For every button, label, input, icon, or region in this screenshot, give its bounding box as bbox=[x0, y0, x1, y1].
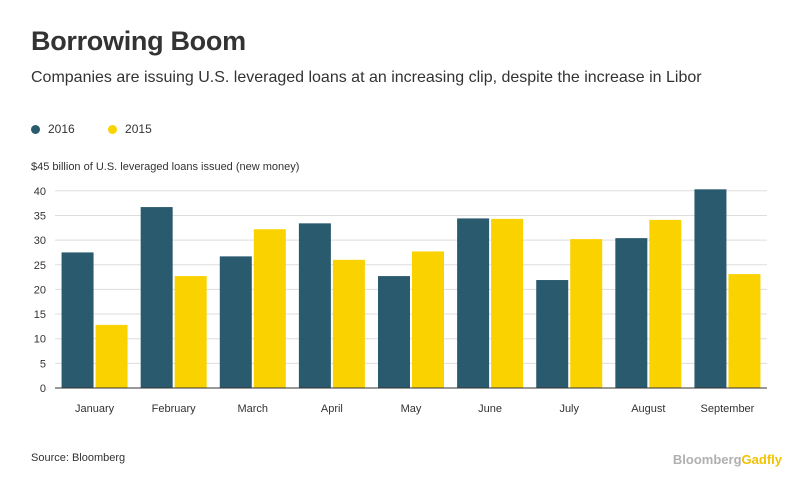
bars bbox=[61, 189, 761, 388]
bar-2015-july bbox=[570, 239, 603, 388]
legend-swatch-2016 bbox=[31, 124, 40, 134]
y-tick-label: 35 bbox=[34, 210, 46, 222]
bar-2015-june bbox=[491, 218, 524, 388]
bar-2016-february bbox=[140, 207, 173, 388]
bar-2015-september bbox=[728, 274, 761, 388]
y-tick-label: 20 bbox=[34, 284, 46, 296]
legend-label-2015: 2015 bbox=[125, 122, 152, 136]
x-tick-label: August bbox=[631, 403, 665, 415]
brand-logo: BloombergGadfly bbox=[673, 452, 782, 467]
y-tick-label: 5 bbox=[40, 358, 46, 370]
bar-2016-april bbox=[298, 223, 331, 388]
bar-2015-february bbox=[174, 276, 207, 388]
bar-2015-august bbox=[649, 219, 682, 388]
y-tick-label: 10 bbox=[34, 334, 46, 346]
x-tick-label: July bbox=[559, 403, 579, 415]
bar-2015-january bbox=[95, 324, 128, 388]
y-tick-label: 40 bbox=[34, 186, 46, 198]
y-axis-label-suffix: billion of U.S. leveraged loans issued (… bbox=[52, 161, 299, 173]
legend-label-2016: 2016 bbox=[48, 122, 75, 136]
bar-2016-march bbox=[219, 256, 252, 388]
x-tick-label: June bbox=[478, 403, 502, 415]
bar-2016-may bbox=[378, 276, 410, 388]
legend: 2016 2015 bbox=[31, 122, 182, 137]
x-tick-label: April bbox=[321, 403, 343, 415]
y-axis-ticks: 0 5 10 15 20 25 30 35 40 bbox=[34, 186, 46, 395]
legend-item-2015: 2015 bbox=[108, 122, 152, 136]
bar-2015-may bbox=[412, 251, 444, 388]
bar-2016-july bbox=[536, 280, 569, 388]
y-axis-label-prefix: $45 bbox=[31, 161, 49, 173]
x-axis-ticks: January February March April May June July Augu… bbox=[75, 403, 755, 415]
bar-2016-june bbox=[457, 218, 490, 388]
bar-2016-august bbox=[615, 238, 648, 388]
bar-2015-march bbox=[253, 229, 286, 388]
bar-2016-january bbox=[61, 252, 94, 388]
source-note: Source: Bloomberg bbox=[31, 452, 126, 464]
bar-2016-september bbox=[694, 189, 727, 388]
y-axis-label: $45 billion of U.S. leveraged loans issu… bbox=[31, 161, 299, 173]
brand-main: Bloomberg bbox=[672, 452, 742, 467]
bar-2015-april bbox=[332, 259, 365, 388]
x-tick-label: February bbox=[152, 403, 197, 415]
x-tick-label: May bbox=[401, 403, 422, 415]
y-tick-label: 25 bbox=[34, 260, 46, 272]
chart-title: Borrowing Boom bbox=[31, 26, 246, 56]
x-tick-label: January bbox=[75, 403, 115, 415]
gridlines bbox=[55, 190, 767, 364]
y-tick-label: 30 bbox=[34, 235, 46, 247]
y-tick-label: 0 bbox=[40, 383, 46, 395]
y-tick-label: 15 bbox=[34, 309, 46, 321]
chart-subtitle: Companies are issuing U.S. leveraged loa… bbox=[31, 69, 702, 86]
brand-accent: Gadfly bbox=[741, 452, 782, 467]
legend-item-2016: 2016 bbox=[31, 122, 75, 136]
legend-swatch-2015 bbox=[108, 124, 118, 134]
x-tick-label: March bbox=[237, 403, 268, 415]
x-tick-label: September bbox=[701, 403, 755, 415]
